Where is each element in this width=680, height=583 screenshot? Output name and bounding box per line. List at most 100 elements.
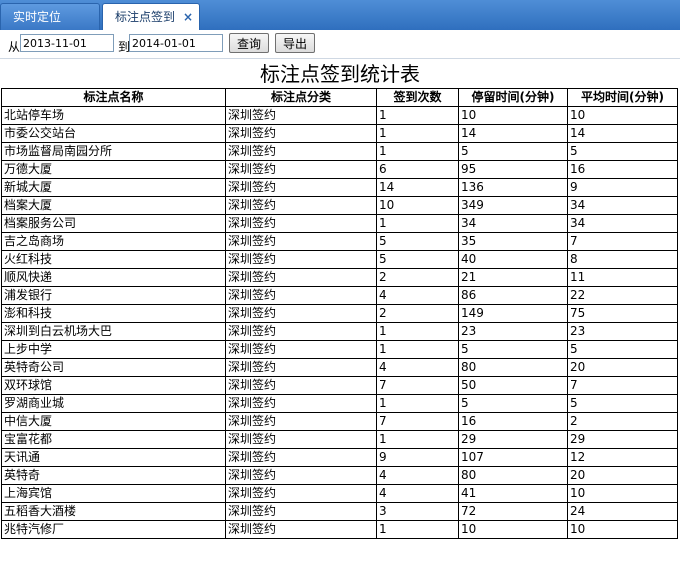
- cell-checkin-count: 2: [376, 268, 459, 287]
- tab-realtime-location[interactable]: 实时定位: [0, 3, 100, 30]
- cell-marker-name: 五稻香大酒楼: [1, 502, 226, 521]
- table-row: 上步中学 深圳签约 1 5 5: [1, 340, 678, 359]
- cell-average-time: 24: [567, 502, 678, 521]
- cell-marker-category: 深圳签约: [225, 232, 377, 251]
- cell-marker-category: 深圳签约: [225, 448, 377, 467]
- cell-checkin-count: 3: [376, 502, 459, 521]
- cell-marker-name: 双环球馆: [1, 376, 226, 395]
- cell-average-time: 12: [567, 448, 678, 467]
- cell-average-time: 34: [567, 214, 678, 233]
- cell-stay-time: 35: [458, 232, 568, 251]
- cell-marker-name: 档案大厦: [1, 196, 226, 215]
- cell-marker-name: 罗湖商业城: [1, 394, 226, 413]
- cell-stay-time: 34: [458, 214, 568, 233]
- cell-checkin-count: 4: [376, 466, 459, 485]
- cell-checkin-count: 14: [376, 178, 459, 197]
- cell-checkin-count: 1: [376, 106, 459, 125]
- cell-marker-category: 深圳签约: [225, 520, 377, 539]
- table-row: 新城大厦 深圳签约 14 136 9: [1, 178, 678, 197]
- tab-marker-checkin[interactable]: 标注点签到 ×: [102, 3, 200, 30]
- cell-stay-time: 136: [458, 178, 568, 197]
- cell-average-time: 10: [567, 106, 678, 125]
- table-row: 英特奇 深圳签约 4 80 20: [1, 466, 678, 485]
- cell-stay-time: 10: [458, 520, 568, 539]
- cell-marker-category: 深圳签约: [225, 178, 377, 197]
- cell-marker-category: 深圳签约: [225, 466, 377, 485]
- cell-stay-time: 23: [458, 322, 568, 341]
- cell-checkin-count: 5: [376, 232, 459, 251]
- cell-marker-name: 兆特汽修厂: [1, 520, 226, 539]
- cell-checkin-count: 1: [376, 340, 459, 359]
- cell-marker-category: 深圳签约: [225, 286, 377, 305]
- cell-marker-name: 英特奇公司: [1, 358, 226, 377]
- cell-checkin-count: 1: [376, 322, 459, 341]
- table-row: 兆特汽修厂 深圳签约 1 10 10: [1, 520, 678, 539]
- cell-marker-name: 宝富花都: [1, 430, 226, 449]
- from-label: 从: [8, 40, 21, 54]
- table-row: 英特奇公司 深圳签约 4 80 20: [1, 358, 678, 377]
- cell-marker-name: 万德大厦: [1, 160, 226, 179]
- cell-stay-time: 107: [458, 448, 568, 467]
- cell-average-time: 7: [567, 376, 678, 395]
- column-header: 标注点分类: [225, 88, 377, 107]
- cell-marker-name: 上步中学: [1, 340, 226, 359]
- table-row: 双环球馆 深圳签约 7 50 7: [1, 376, 678, 395]
- table-row: 五稻香大酒楼 深圳签约 3 72 24: [1, 502, 678, 521]
- table-row: 档案服务公司 深圳签约 1 34 34: [1, 214, 678, 233]
- cell-average-time: 8: [567, 250, 678, 269]
- cell-stay-time: 95: [458, 160, 568, 179]
- start-date-input[interactable]: [20, 34, 114, 52]
- cell-average-time: 10: [567, 520, 678, 539]
- cell-average-time: 20: [567, 466, 678, 485]
- to-label: 到: [118, 40, 131, 54]
- cell-marker-name: 市场监督局南园分所: [1, 142, 226, 161]
- cell-average-time: 20: [567, 358, 678, 377]
- cell-checkin-count: 4: [376, 358, 459, 377]
- end-date-input[interactable]: [129, 34, 223, 52]
- cell-average-time: 34: [567, 196, 678, 215]
- cell-checkin-count: 1: [376, 430, 459, 449]
- table-row: 顺风快递 深圳签约 2 21 11: [1, 268, 678, 287]
- table-row: 中信大厦 深圳签约 7 16 2: [1, 412, 678, 431]
- cell-average-time: 10: [567, 484, 678, 503]
- tab-label: 实时定位: [13, 10, 62, 24]
- cell-checkin-count: 5: [376, 250, 459, 269]
- cell-stay-time: 40: [458, 250, 568, 269]
- table-row: 深圳到白云机场大巴 深圳签约 1 23 23: [1, 322, 678, 341]
- cell-marker-category: 深圳签约: [225, 484, 377, 503]
- table-row: 澎和科技 深圳签约 2 149 75: [1, 304, 678, 323]
- cell-marker-name: 北站停车场: [1, 106, 226, 125]
- cell-checkin-count: 10: [376, 196, 459, 215]
- cell-average-time: 11: [567, 268, 678, 287]
- export-button[interactable]: 导出: [275, 33, 315, 53]
- filter-toolbar: 从 到 查询 导出: [0, 30, 680, 59]
- cell-marker-category: 深圳签约: [225, 502, 377, 521]
- cell-stay-time: 10: [458, 106, 568, 125]
- table-row: 档案大厦 深圳签约 10 349 34: [1, 196, 678, 215]
- cell-marker-name: 澎和科技: [1, 304, 226, 323]
- cell-marker-name: 火红科技: [1, 250, 226, 269]
- cell-stay-time: 5: [458, 142, 568, 161]
- cell-stay-time: 50: [458, 376, 568, 395]
- column-header: 平均时间(分钟): [567, 88, 678, 107]
- query-button[interactable]: 查询: [229, 33, 269, 53]
- cell-marker-category: 深圳签约: [225, 376, 377, 395]
- cell-checkin-count: 1: [376, 142, 459, 161]
- cell-checkin-count: 1: [376, 124, 459, 143]
- table-row: 天讯通 深圳签约 9 107 12: [1, 448, 678, 467]
- cell-stay-time: 16: [458, 412, 568, 431]
- cell-stay-time: 29: [458, 430, 568, 449]
- cell-checkin-count: 2: [376, 304, 459, 323]
- cell-marker-name: 浦发银行: [1, 286, 226, 305]
- cell-checkin-count: 1: [376, 520, 459, 539]
- cell-average-time: 9: [567, 178, 678, 197]
- table-row: 市委公交站台 深圳签约 1 14 14: [1, 124, 678, 143]
- cell-marker-name: 市委公交站台: [1, 124, 226, 143]
- cell-marker-name: 上海宾馆: [1, 484, 226, 503]
- checkin-stats-table: 标注点名称 标注点分类 签到次数 停留时间(分钟) 平均时间(分钟) 北站停车场…: [1, 88, 678, 539]
- cell-stay-time: 149: [458, 304, 568, 323]
- cell-stay-time: 349: [458, 196, 568, 215]
- cell-marker-category: 深圳签约: [225, 196, 377, 215]
- close-icon[interactable]: ×: [182, 10, 193, 24]
- tab-bar: 实时定位 标注点签到 ×: [0, 0, 680, 31]
